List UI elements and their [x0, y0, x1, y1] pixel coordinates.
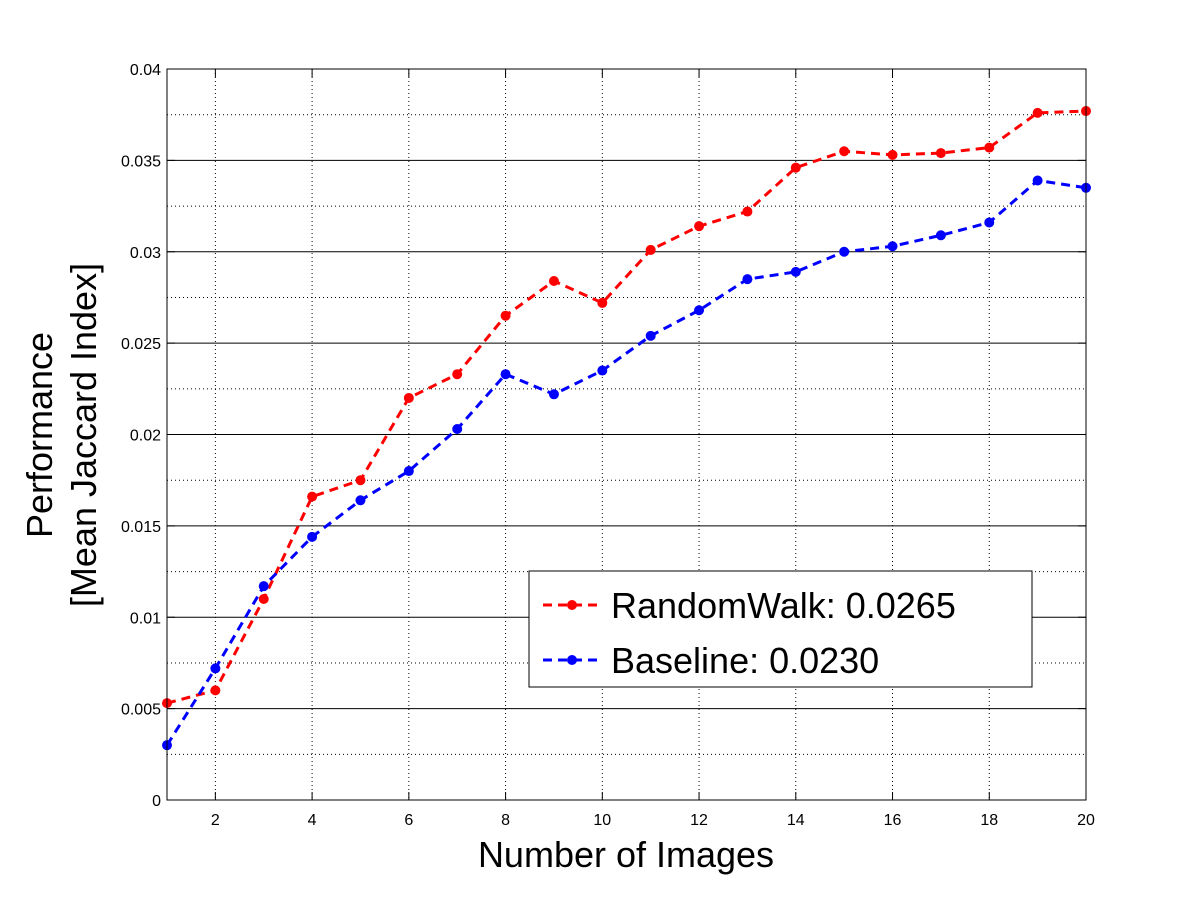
y-tick-label: 0.025: [121, 336, 161, 353]
x-tick-label: 12: [690, 812, 708, 829]
data-point: [742, 274, 753, 285]
data-point: [839, 146, 850, 157]
data-point: [500, 369, 511, 380]
y-tick-label: 0.03: [130, 245, 161, 262]
data-point: [887, 241, 898, 252]
data-point: [694, 305, 705, 316]
x-tick-label: 18: [980, 812, 998, 829]
series-line: [166, 109, 1087, 705]
data-point: [887, 149, 898, 160]
data-point: [355, 495, 366, 506]
x-tick-label: 8: [501, 812, 510, 829]
data-point: [210, 685, 221, 696]
data-point: [307, 491, 318, 502]
y-tick-label: 0.005: [121, 702, 161, 719]
legend-box: [528, 570, 1033, 688]
legend-swatch-marker: [567, 655, 577, 665]
data-point: [403, 466, 414, 477]
x-tick-label: 10: [593, 812, 611, 829]
x-tick-labels: 2 4 6 8 10 12 14 16 18 20: [211, 812, 1095, 829]
data-point: [790, 266, 801, 277]
data-point: [452, 424, 463, 435]
x-tick-label: 6: [404, 812, 413, 829]
data-point: [984, 142, 995, 153]
x-axis-title: Number of Images: [478, 834, 774, 875]
legend-item: RandomWalk: 0.0265: [543, 585, 956, 626]
legend-items: RandomWalk: 0.0265 Baseline: 0.0230: [543, 585, 956, 681]
x-tick-label: 2: [211, 812, 220, 829]
data-point: [694, 221, 705, 232]
y-tick-label: 0.04: [130, 62, 161, 79]
y-tick-label: 0.01: [130, 610, 161, 627]
data-point: [839, 246, 850, 257]
data-point: [645, 330, 656, 341]
x-tick-label: 4: [308, 812, 317, 829]
x-tick-label: 20: [1077, 812, 1095, 829]
series-line: [165, 178, 1087, 746]
data-point: [742, 206, 753, 217]
series-randomwalk: [162, 106, 1091, 709]
data-point: [355, 475, 366, 486]
data-point: [645, 244, 656, 255]
y-tick-label: 0.015: [121, 519, 161, 536]
data-point: [984, 217, 995, 228]
data-point: [210, 663, 221, 674]
data-point: [403, 392, 414, 403]
series-baseline: [162, 175, 1091, 751]
legend-swatch-marker: [567, 600, 577, 610]
series-layer: [162, 106, 1091, 751]
data-point: [258, 581, 269, 592]
data-point: [597, 297, 608, 308]
data-point: [597, 365, 608, 376]
data-point: [1032, 107, 1043, 118]
data-point: [790, 162, 801, 173]
data-point: [548, 389, 559, 400]
data-point: [500, 310, 511, 321]
data-point: [935, 148, 946, 159]
legend-label: Baseline: 0.0230: [611, 640, 879, 681]
axis-ticks: [167, 68, 1087, 801]
data-point: [307, 531, 318, 542]
data-point: [935, 230, 946, 241]
x-tick-label: 16: [884, 812, 902, 829]
y-tick-label: 0.035: [121, 153, 161, 170]
y-axis-title-line2: [Mean Jaccard Index]: [63, 263, 104, 607]
data-point: [452, 369, 463, 380]
legend-label: RandomWalk: 0.0265: [611, 585, 956, 626]
y-tick-label: 0.02: [130, 428, 161, 445]
data-point: [1032, 175, 1043, 186]
y-tick-labels: 0 0.005 0.01 0.015 0.02 0.025 0.03 0.035 0.04: [121, 62, 161, 810]
y-axis-title-line1: Performance: [19, 332, 60, 538]
legend-item: Baseline: 0.0230: [543, 640, 879, 681]
x-tick-label: 14: [787, 812, 805, 829]
data-point: [258, 593, 269, 604]
legend: RandomWalk: 0.0265 Baseline: 0.0230: [528, 570, 1033, 688]
data-point: [548, 275, 559, 286]
y-tick-label: 0: [152, 793, 161, 810]
